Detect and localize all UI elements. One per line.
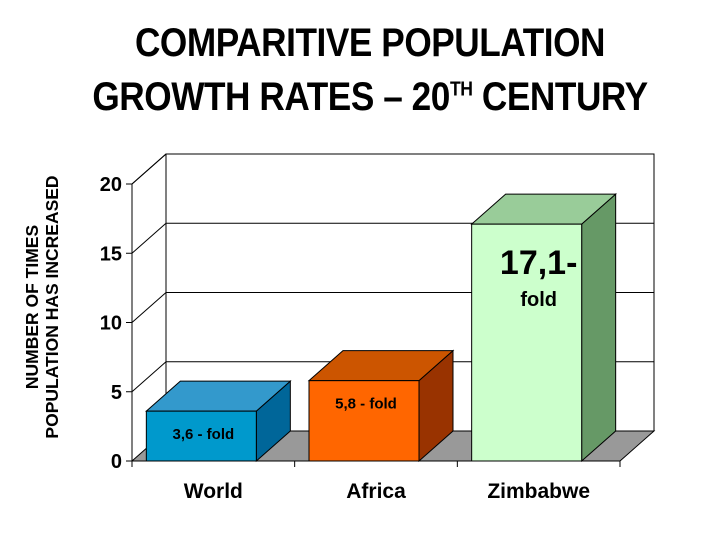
chart-title-line1: COMPARITIVE POPULATION: [134, 21, 606, 65]
side-wall-top-edge: [131, 153, 167, 185]
chart-title-line2: GROWTH RATES – 20TH CENTURY: [80, 70, 661, 124]
y-tick-label-1: 5: [111, 382, 122, 404]
data-label-world: 3,6 - fold: [172, 426, 234, 443]
y-tick-label-2: 10: [100, 313, 122, 335]
bar-side-zimbabwe: [581, 193, 617, 463]
bar-africa: [308, 380, 420, 462]
y-tick-label-0: 0: [111, 451, 122, 473]
side-gridline-1: [131, 361, 167, 393]
data-label-sub-zimbabwe: fold: [520, 289, 557, 311]
y-tick-label-4: 20: [100, 174, 122, 196]
side-gridline-2: [131, 292, 167, 323]
side-gridline-3: [131, 222, 167, 254]
chart-title-line2-prefix: GROWTH RATES – 20: [92, 75, 450, 119]
bar-world: [145, 410, 257, 462]
chart-title: COMPARITIVE POPULATION GROWTH RATES – 20…: [80, 16, 661, 124]
chart-title-line2-suffix: CENTURY: [472, 75, 648, 119]
bar-zimbabwe: [471, 223, 583, 462]
x-tick-label-africa: Africa: [346, 480, 406, 503]
chart-title-superscript: TH: [449, 78, 473, 101]
y-tick-label-3: 15: [100, 243, 122, 265]
x-tick-label-world: World: [184, 480, 243, 503]
data-label-zimbabwe: 17,1-: [500, 244, 578, 282]
data-label-africa: 5,8 - fold: [335, 396, 397, 413]
x-tick-label-zimbabwe: Zimbabwe: [487, 480, 590, 503]
